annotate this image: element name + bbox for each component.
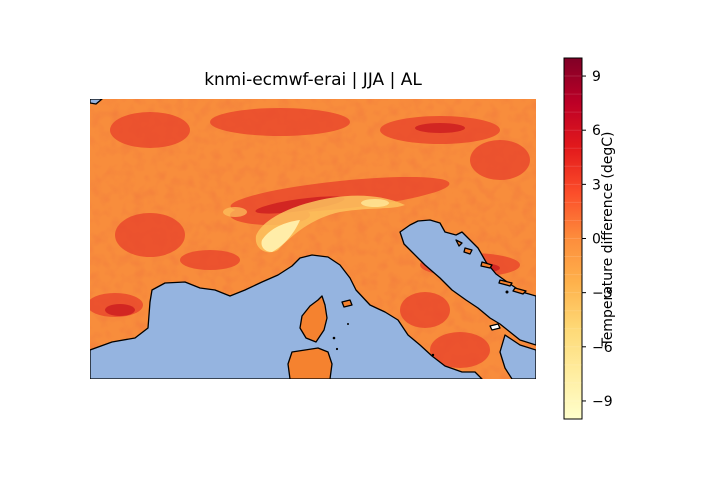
dalmatian-island-1 xyxy=(463,247,473,255)
small-islands xyxy=(332,290,509,357)
colorbar-label: Temperature difference (degC) xyxy=(600,131,616,347)
colorbar-tick-label: −3 xyxy=(592,286,613,302)
adriatic-sea xyxy=(399,219,536,346)
colorbar-tick-label: −9 xyxy=(592,394,613,410)
corsica xyxy=(299,295,328,343)
colorbar-tick-label: 3 xyxy=(592,177,601,193)
colorbar-bands xyxy=(564,75,582,402)
mediterranean-sea xyxy=(90,254,483,379)
lake-corner xyxy=(90,99,103,105)
colorbar-ticks: 9 6 3 0 −3 −6 −9 xyxy=(582,69,613,410)
dalmatian-island-2 xyxy=(480,261,493,269)
ionian-sea-corner xyxy=(499,334,536,379)
colorbar-tick-label: −6 xyxy=(592,340,613,356)
sardinia xyxy=(287,347,333,379)
cool-alpine-anomaly xyxy=(223,195,405,253)
dalmatian-island-3 xyxy=(498,279,513,287)
colorbar-tick-label: 6 xyxy=(592,123,601,139)
map-title: knmi-ecmwf-erai | JJA | AL xyxy=(204,70,422,90)
elba xyxy=(341,299,353,308)
colorbar: 9 6 3 0 −3 −6 −9 xyxy=(563,57,613,420)
istria-islet xyxy=(455,239,463,247)
colorbar-tick-label: 0 xyxy=(592,232,601,248)
islands xyxy=(287,239,527,379)
dalmatian-island-4 xyxy=(512,287,527,295)
sea-areas xyxy=(90,99,536,379)
gargano-spot xyxy=(489,323,501,331)
colorbar-tick-label: 9 xyxy=(592,69,601,85)
